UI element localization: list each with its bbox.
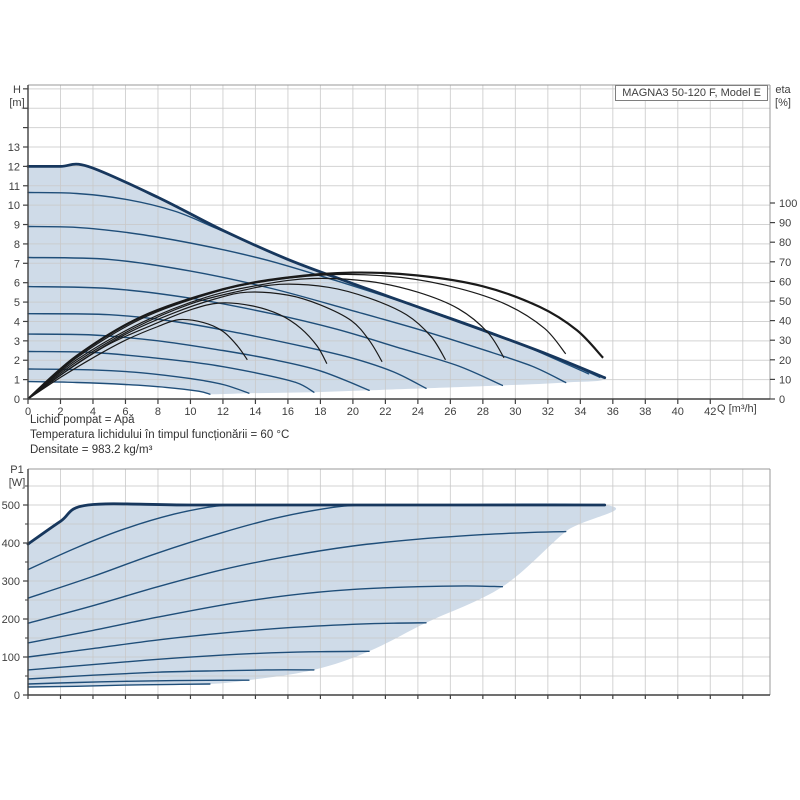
pump-curve-speed-2	[27, 368, 250, 394]
top-chart-grid	[28, 85, 770, 399]
power-curve-speed-8	[27, 504, 362, 599]
bottom-chart: 0 100 200 300 400 500	[2, 468, 771, 702]
eta-axis-tick-label: 90	[779, 218, 791, 230]
h-axis-tick-label: 6	[14, 278, 20, 290]
p1-axis-label-symbol: P1	[10, 464, 24, 476]
h-axis-tick-label: 8	[14, 239, 20, 251]
q-axis-tick-label: 10	[184, 406, 196, 418]
pump-curve-speed-6	[27, 285, 504, 387]
eta-curve-speed-6	[27, 291, 383, 400]
q-axis-tick-label: 0	[25, 406, 31, 418]
q-axis-tick-label: 6	[122, 406, 128, 418]
eta-axis-tick-label: 30	[779, 335, 791, 347]
efficiency-curves	[27, 271, 604, 400]
info-line-temperature: Temperatura lichidului în timpul funcțio…	[30, 429, 290, 441]
eta-axis-tick-label: 70	[779, 257, 791, 269]
q-axis-tick-label: 22	[379, 406, 391, 418]
q-axis-tick-label: 30	[509, 406, 521, 418]
h-axis-tick-label: 7	[14, 258, 20, 270]
p1-axis-label-unit: [W]	[8, 477, 26, 489]
bottom-chart-axes: 0 100 200 300 400 500	[2, 468, 771, 702]
eta-curve-speed-4	[27, 318, 248, 400]
h-axis-tick-label: 0	[14, 394, 20, 406]
h-axis-tick-label: 2	[14, 355, 20, 367]
q-axis-tick-label: 28	[477, 406, 489, 418]
power-curve-speed-5	[27, 622, 427, 658]
eta-axis-label-symbol: eta	[775, 84, 791, 96]
eta-curve-speed-8	[27, 277, 505, 400]
pump-curve-speed-7	[27, 256, 567, 384]
q-axis-tick-label: 32	[542, 406, 554, 418]
p1-axis-tick-label: 200	[2, 614, 20, 626]
eta-axis-label: eta [%]	[768, 84, 798, 110]
eta-axis-tick-label: 10	[779, 374, 791, 386]
pump-curve-speed-4	[27, 333, 370, 391]
h-axis-tick-label: 13	[8, 142, 20, 154]
operating-range-region	[28, 164, 605, 395]
top-chart: 0 2 4 6 8 10 12 14 16 18 20 22 24 26 28 30 32 34 36 38 40 420…	[8, 84, 797, 418]
power-curve-speed-2	[27, 679, 250, 685]
p1-axis-tick-label: 500	[2, 500, 20, 512]
q-axis-tick-label: 26	[444, 406, 456, 418]
info-line-density: Densitate = 983.2 kg/m³	[30, 444, 153, 456]
pump-curve-speed-min	[27, 380, 211, 395]
h-axis-tick-label: 5	[14, 297, 20, 309]
p1-axis-tick-label: 300	[2, 576, 20, 588]
q-axis-tick-label: 16	[282, 406, 294, 418]
q-axis-tick-label: 24	[412, 406, 424, 418]
eta-axis-tick-label: 40	[779, 316, 791, 328]
power-curve-speed-min	[27, 683, 211, 688]
pump-curve-speed-max	[26, 162, 607, 380]
h-axis-tick-label: 9	[14, 220, 20, 232]
p1-axis-tick-label: 400	[2, 538, 20, 550]
top-chart-axes: 0 2 4 6 8 10 12 14 16 18 20 22 24 26 28 30 32 34 36 38 40 420…	[8, 84, 797, 418]
power-curve-speed-6	[27, 585, 504, 644]
power-curve-speed-4	[27, 650, 370, 671]
q-axis-tick-label: 2	[57, 406, 63, 418]
h-axis-tick-label: 4	[14, 316, 20, 328]
h-axis-tick-label: 12	[8, 161, 20, 173]
q-axis-tick-label: 20	[347, 406, 359, 418]
q-axis-unit-label: Q [m³/h]	[717, 403, 757, 415]
eta-axis-label-unit: [%]	[775, 97, 791, 109]
q-axis-tick-label: 12	[217, 406, 229, 418]
eta-axis-tick-label: 50	[779, 296, 791, 308]
eta-curve-speed-max	[27, 271, 604, 400]
power-curve-speed-7	[27, 530, 567, 624]
q-axis-tick-label: 34	[574, 406, 586, 418]
q-axis-tick-label: 14	[249, 406, 261, 418]
h-axis-label-symbol: H	[13, 84, 21, 96]
power-curve-speed-max	[26, 502, 607, 546]
h-axis-tick-label: 1	[14, 375, 20, 387]
eta-curve-speed-9	[27, 273, 567, 400]
p1-axis-tick-label: 0	[14, 690, 20, 702]
h-axis-label-unit: [m]	[9, 97, 25, 109]
eta-axis-tick-label: 100	[779, 198, 797, 210]
eta-axis-tick-label: 80	[779, 237, 791, 249]
info-line-pumped-liquid: Lichid pompat = Apă	[30, 414, 135, 426]
q-axis-tick-label: 8	[155, 406, 161, 418]
pump-model-title: MAGNA3 50-120 F, Model E	[615, 85, 768, 101]
q-axis-tick-label: 4	[90, 406, 96, 418]
p1-axis-label: P1 [W]	[2, 464, 32, 490]
q-axis-tick-label: 38	[639, 406, 651, 418]
h-axis-label: H [m]	[2, 84, 32, 110]
pump-curve-speed-5	[27, 313, 427, 389]
eta-axis-tick-label: 0	[779, 394, 785, 406]
eta-axis-tick-label: 60	[779, 276, 791, 288]
liquid-info-block: Lichid pompat = Apă Temperatura lichidul…	[30, 413, 289, 458]
h-axis-tick-label: 11	[9, 181, 20, 193]
power-range-region	[28, 503, 617, 687]
q-axis-tick-label: 18	[314, 406, 326, 418]
p1-axis-tick-label: 100	[2, 652, 20, 664]
h-axis-tick-label: 10	[8, 200, 20, 212]
h-axis-tick-label: 3	[14, 336, 20, 348]
power-curve-speed-3	[27, 669, 315, 680]
eta-curve-speed-7	[27, 283, 447, 400]
q-axis-tick-label: 36	[607, 406, 619, 418]
eta-axis-tick-label: 20	[779, 355, 791, 367]
q-axis-tick-label: 42	[704, 406, 716, 418]
q-axis-tick-label: 40	[672, 406, 684, 418]
